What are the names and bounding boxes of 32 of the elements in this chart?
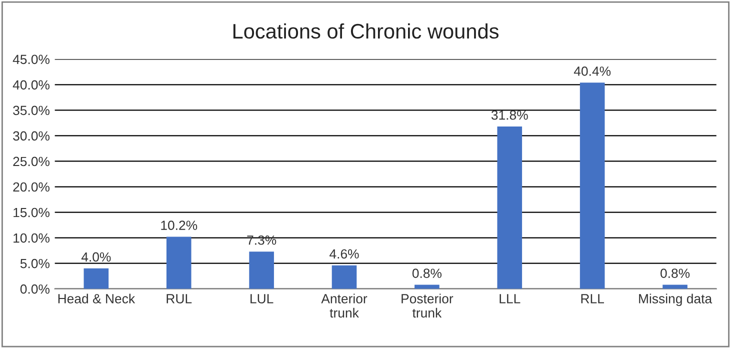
- x-tick-label: Head & Neck: [58, 294, 136, 304]
- x-tick-label: LUL: [250, 294, 274, 304]
- bar: [84, 268, 109, 289]
- data-label: 4.6%: [330, 249, 359, 259]
- bar: [166, 236, 192, 289]
- data-label: 40.4%: [574, 66, 611, 76]
- data-label: 31.8%: [491, 110, 528, 120]
- bar: [332, 265, 357, 289]
- bar: [249, 252, 274, 289]
- bar: [580, 82, 605, 289]
- y-tick-label: 5.0%: [20, 258, 50, 268]
- y-tick-label: 35.0%: [13, 106, 50, 116]
- y-tick-label: 20.0%: [13, 182, 50, 192]
- data-label: 10.2%: [161, 220, 198, 230]
- x-tick-label: Anterior trunk: [321, 294, 368, 318]
- data-label: 0.8%: [660, 268, 690, 278]
- y-tick-label: 30.0%: [13, 131, 50, 141]
- chart-title: Locations of Chronic wounds: [233, 23, 499, 39]
- x-tick-label: RLL: [581, 294, 604, 304]
- y-tick-label: 10.0%: [14, 233, 50, 243]
- x-tick-label: RUL: [166, 294, 192, 304]
- y-tick-label: 0.0%: [20, 284, 50, 294]
- x-tick-label: Posterior trunk: [402, 294, 454, 318]
- y-tick-label: 40.0%: [12, 80, 50, 90]
- y-tick-label: 15.0%: [14, 208, 50, 218]
- y-tick-label: 45.0%: [12, 54, 50, 64]
- y-tick-label: 25.0%: [13, 156, 50, 166]
- data-label: 0.8%: [412, 268, 442, 278]
- bar: [497, 126, 522, 289]
- x-tick-label: Missing data: [639, 294, 712, 306]
- x-tick-label: LLL: [500, 294, 520, 304]
- data-label: 4.0%: [81, 252, 111, 262]
